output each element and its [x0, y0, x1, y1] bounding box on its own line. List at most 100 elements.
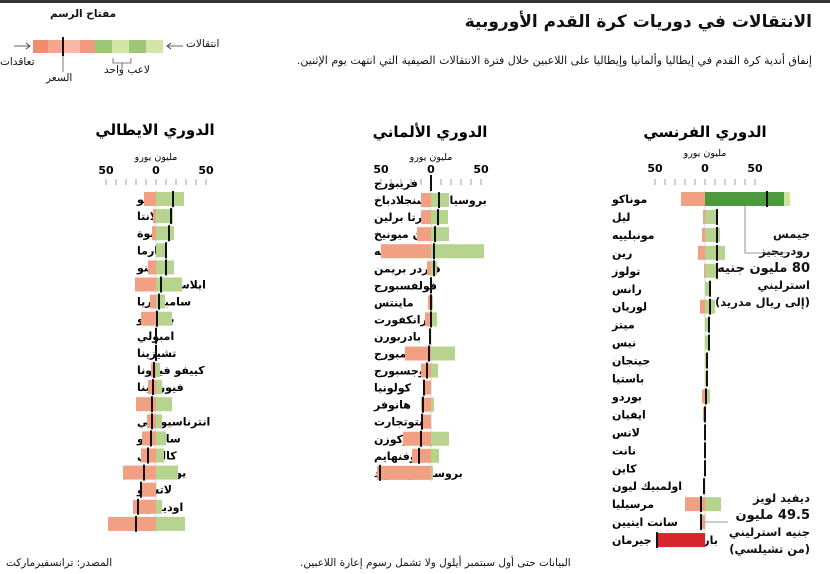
- purchases-bar: [431, 363, 438, 378]
- team-label: هوفنهايم: [374, 450, 424, 463]
- team-label: بوردو: [611, 390, 642, 403]
- team-row: ايلاس فيرونا: [135, 276, 206, 293]
- purchases-bar: [156, 431, 166, 446]
- league-title: الدوري الايطالي: [95, 121, 214, 140]
- tick-label: 50: [98, 164, 114, 177]
- sales-bar: [704, 263, 705, 278]
- team-row: هيرتا برلين: [374, 209, 448, 226]
- sales-bar: [657, 533, 705, 548]
- purchases-bar: [431, 431, 449, 446]
- key-player-label: لاعب واحد: [104, 64, 150, 76]
- purchases-bar: [431, 244, 484, 259]
- team-row: كولونيا: [374, 379, 431, 396]
- team-row: ميتز: [611, 316, 710, 333]
- tick-label: 50: [373, 163, 389, 176]
- team-row: كاين: [612, 460, 706, 477]
- axis-unit-label: مليون يورو: [134, 152, 178, 163]
- team-row: بادربورن: [374, 328, 431, 345]
- sales-bar: [417, 227, 431, 242]
- team-label: ليل: [612, 211, 630, 224]
- team-label: كييفو فيرونا: [137, 364, 205, 377]
- team-row: شتوتجارت: [374, 413, 431, 430]
- sales-bar: [698, 245, 705, 260]
- annotation-leader-james: [744, 206, 790, 254]
- team-row: شالكه: [374, 243, 484, 260]
- team-row: باير ليفركوزن: [374, 430, 449, 447]
- purchases-bar: [431, 210, 448, 225]
- team-row: مونبلييه: [612, 226, 720, 243]
- team-row: امبولي: [137, 327, 174, 344]
- team-row: انترناسيونالي: [137, 413, 210, 430]
- purchases-bar: [431, 312, 437, 327]
- team-row: جينجان: [612, 352, 708, 369]
- team-label: نيس: [612, 337, 636, 350]
- team-row: بروسيا دورتموند: [374, 464, 463, 481]
- team-label: اوجسبورج: [374, 365, 429, 379]
- team-row: سانت ايتيين: [612, 514, 705, 531]
- annotation-line: جيمس: [773, 227, 810, 241]
- team-row: يوفنتوس: [123, 464, 186, 481]
- sales-bar: [377, 465, 431, 480]
- team-label: ماينتس: [374, 296, 414, 309]
- team-row: لانس: [612, 424, 706, 441]
- league-panel: الدوري الايطالي مليون يورو 50 0 50 ميلانوأتلا…: [95, 121, 215, 533]
- team-row: رانس: [612, 280, 711, 297]
- purchases-bar: [156, 397, 172, 412]
- sales-bar: [703, 209, 705, 224]
- purchases-bar: [431, 448, 439, 463]
- key-transfers-label: انتقالات: [186, 38, 220, 50]
- sales-bar: [421, 210, 431, 225]
- team-row: بايرن ميونيخ: [374, 226, 449, 243]
- team-row: باليرمو: [136, 310, 174, 327]
- team-row: رين: [612, 244, 725, 261]
- league-title: الدوري الفرنسي: [643, 123, 766, 142]
- team-label: كولونيا: [374, 382, 412, 395]
- purchases-bar: [431, 465, 433, 480]
- annotation-line: رودريجيز: [759, 244, 810, 258]
- subtitle: إنفاق أندية كرة القدم في إيطاليا وألماني…: [296, 54, 812, 67]
- team-row: اوجسبورج: [374, 362, 438, 379]
- team-row: فولفسبورج: [374, 277, 437, 294]
- purchases-bar: [156, 380, 162, 395]
- sales-bar: [141, 311, 156, 326]
- annotation-david-luiz: ديفيد لويز 49.5 مليون جنيه استرليني (من …: [729, 490, 810, 558]
- team-row: باريس سان جيرمان: [612, 532, 718, 549]
- tick-label: 50: [198, 164, 214, 177]
- sales-bar: [144, 192, 156, 206]
- team-row: تولوز: [611, 262, 718, 279]
- key-sales-segment: [64, 40, 80, 53]
- team-label: هانوفر: [373, 399, 411, 412]
- sales-bar: [152, 226, 156, 241]
- team-label: تولوز: [611, 265, 640, 278]
- footer-source: المصدر: ترانسفيرماركت: [6, 557, 113, 569]
- axis-unit-label: مليون يورو: [683, 148, 727, 159]
- purchases-bar: [705, 209, 717, 224]
- purchases-bar: [156, 499, 162, 514]
- key-net-label: السعر: [46, 72, 73, 84]
- team-label: رين: [612, 247, 632, 260]
- team-row: كالياري: [137, 447, 177, 464]
- sales-bar: [148, 260, 156, 275]
- team-label: نانت: [612, 444, 636, 457]
- purchases-bar: [705, 497, 721, 512]
- team-label: موناكو: [611, 193, 647, 206]
- sales-bar: [150, 294, 156, 309]
- page-title: الانتقالات في دوريات كرة القدم الأوروبية: [464, 12, 812, 32]
- key-sales-segment: [80, 40, 96, 53]
- key-purchase-segment: [129, 40, 146, 53]
- purchases-bar: [156, 311, 172, 326]
- purchases-bar: [156, 363, 160, 377]
- sales-bar: [381, 244, 431, 259]
- sales-bar: [701, 515, 705, 530]
- team-row: هوفنهايم: [374, 447, 439, 464]
- team-row: نانت: [612, 442, 706, 459]
- purchases-bar: [705, 389, 710, 404]
- sales-bar: [412, 448, 431, 463]
- team-row: تشيزينا: [137, 344, 176, 361]
- team-row: اودينيزي: [133, 498, 183, 515]
- team-row: اولمبيك ليون: [612, 478, 705, 495]
- team-label: هيرتا برلين: [374, 211, 435, 224]
- team-row: باستيا: [612, 370, 708, 387]
- team-label: ايفيان: [612, 408, 646, 421]
